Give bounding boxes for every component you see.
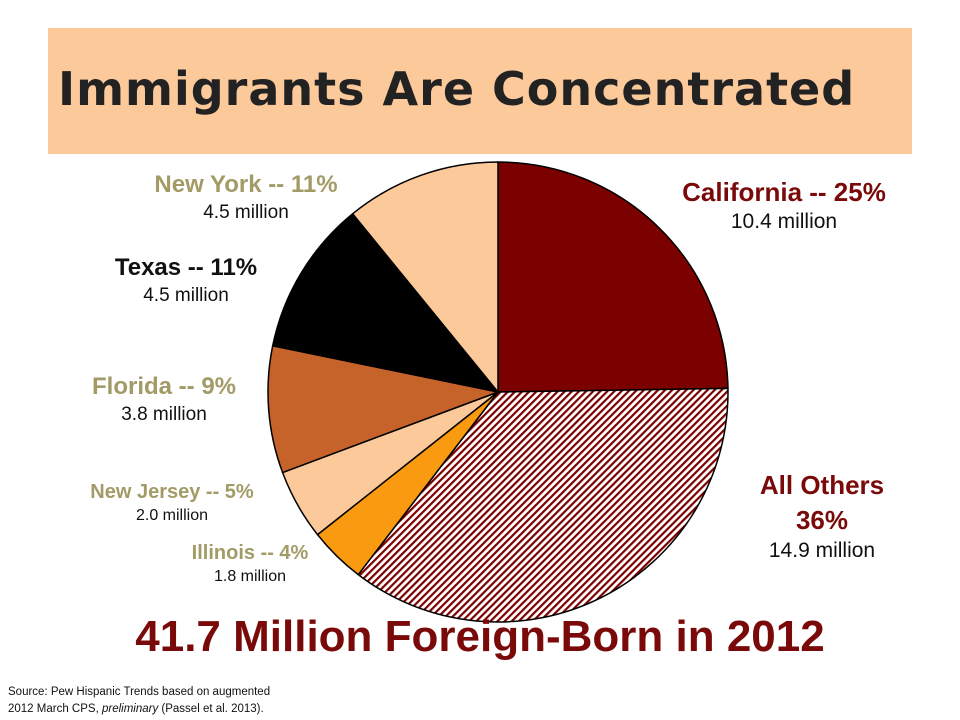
pie-slice-california	[497, 161, 729, 393]
label-all-others-name: All Others	[759, 470, 885, 500]
label-new-york: New York -- 11% 4.5 million	[154, 170, 337, 226]
pie-slice-texas	[271, 213, 499, 393]
label-new-york-name: New York -- 11%	[154, 171, 338, 198]
label-illinois-name: Illinois -- 4%	[191, 542, 309, 564]
label-all-others-percent: 36%	[795, 505, 849, 535]
pie-slice-new-york	[351, 161, 499, 393]
source-line-2-italic: preliminary	[101, 703, 162, 715]
label-new-york-value: 4.5 million	[203, 202, 289, 223]
label-california: California -- 25% 10.4 million	[682, 175, 886, 235]
label-all-others-value: 14.9 million	[768, 539, 876, 562]
source-line-2-suffix: (Passel et al. 2013).	[161, 703, 264, 715]
label-florida-value: 3.8 million	[121, 404, 207, 425]
source-line-1: Source: Pew Hispanic Trends based on aug…	[8, 686, 271, 698]
label-texas-name: Texas -- 11%	[114, 254, 258, 281]
pie-slice-all-others	[357, 387, 729, 623]
label-texas: Texas -- 11% 4.5 million	[115, 253, 257, 309]
label-new-jersey-value: 2.0 million	[135, 507, 209, 524]
label-california-value: 10.4 million	[730, 210, 838, 233]
pie-slice-florida	[267, 345, 499, 474]
title-band	[48, 28, 912, 154]
source-note: Source: Pew Hispanic Trends based on aug…	[8, 684, 270, 718]
label-new-jersey-name: New Jersey -- 5%	[90, 481, 254, 503]
page-title: Immigrants Are Concentrated	[58, 62, 856, 116]
source-line-2: 2012 March CPS, preliminary (Passel et a…	[8, 701, 270, 718]
label-new-jersey: New Jersey -- 5% 2.0 million	[90, 479, 253, 527]
label-texas-value: 4.5 million	[143, 285, 229, 306]
label-all-others: All Others 36% 14.9 million	[760, 468, 884, 564]
label-florida-name: Florida -- 9%	[91, 373, 237, 400]
label-florida: Florida -- 9% 3.8 million	[92, 372, 236, 428]
label-illinois: Illinois -- 4% 1.8 million	[192, 540, 309, 588]
total-caption: 41.7 Million Foreign-Born in 2012	[135, 612, 825, 661]
source-line-2-prefix: 2012 March CPS,	[8, 703, 102, 715]
label-california-name: California -- 25%	[682, 177, 886, 207]
label-illinois-value: 1.8 million	[213, 568, 287, 585]
